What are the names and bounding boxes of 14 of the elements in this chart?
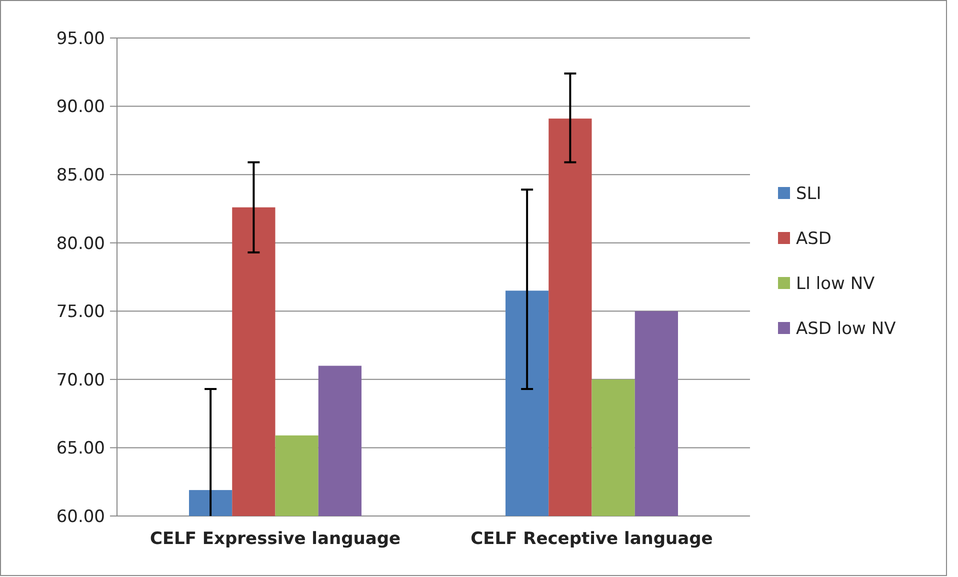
y-tick-label: 90.00 bbox=[56, 97, 105, 118]
y-tick-label: 65.00 bbox=[56, 438, 105, 459]
legend-label: SLI bbox=[796, 184, 822, 204]
y-tick-label: 95.00 bbox=[56, 28, 105, 49]
legend-label: ASD low NV bbox=[796, 318, 896, 339]
y-tick-label: 60.00 bbox=[56, 506, 105, 527]
y-tick-label: 70.00 bbox=[56, 370, 105, 390]
x-tick-label: CELF Expressive language bbox=[150, 529, 401, 549]
x-tick-label: CELF Receptive language bbox=[470, 529, 713, 549]
legend-label: ASD bbox=[796, 228, 832, 249]
legend-label: LI low NV bbox=[796, 274, 876, 294]
y-tick-label: 80.00 bbox=[56, 234, 105, 254]
y-tick-label: 85.00 bbox=[56, 166, 105, 186]
y-tick-label: 75.00 bbox=[56, 302, 105, 322]
